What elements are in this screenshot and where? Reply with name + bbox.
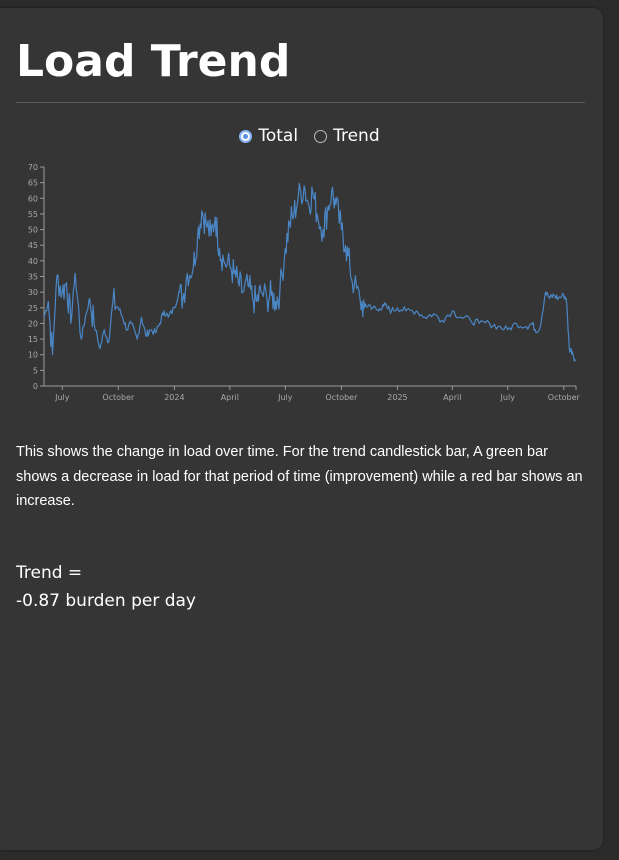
y-tick-label: 70 [28, 163, 38, 172]
radio-checked-icon[interactable] [239, 129, 253, 143]
y-tick-label: 35 [28, 273, 38, 282]
y-tick-label: 15 [28, 335, 38, 344]
x-tick-label: July [54, 393, 70, 402]
x-tick-label: April [443, 393, 461, 402]
view-toggle: Total Trend [0, 124, 603, 148]
page-title: Load Trend [16, 36, 291, 87]
y-tick-label: 25 [28, 304, 38, 313]
load-trend-panel: Load Trend Total Trend 0 5 10 15 20 25 30 35 40 4… [0, 8, 603, 850]
trend-label: Trend = [16, 563, 83, 583]
x-tick-label: April [221, 393, 239, 402]
y-tick-label: 0 [33, 382, 38, 391]
radio-total-label: Total [258, 126, 299, 146]
radio-trend-label: Trend [333, 126, 380, 146]
y-tick-label: 5 [33, 366, 38, 375]
load-chart: 0 5 10 15 20 25 30 35 40 45 50 55 60 65 70 July October 2… [24, 160, 584, 410]
y-tick-label: 65 [28, 179, 38, 188]
y-tick-label: 10 [28, 351, 38, 360]
x-tick-label: October [102, 393, 135, 402]
radio-trend[interactable]: Trend [314, 126, 380, 146]
x-tick-label: October [325, 393, 358, 402]
y-tick-label: 30 [28, 288, 38, 297]
y-tick-label: 60 [28, 194, 38, 203]
x-tick-label: 2024 [164, 393, 184, 402]
radio-total[interactable]: Total [239, 126, 298, 146]
title-divider [16, 102, 585, 103]
x-tick-label: October [548, 393, 581, 402]
radio-unchecked-icon[interactable] [314, 129, 328, 143]
y-tick-label: 55 [28, 210, 38, 219]
x-tick-label: July [277, 393, 293, 402]
x-tick-label: July [500, 393, 516, 402]
trend-value: -0.87 burden per day [16, 591, 196, 611]
x-tick-label: 2025 [387, 393, 407, 402]
chart-description: This shows the change in load over time.… [16, 444, 583, 509]
y-tick-label: 45 [28, 241, 38, 250]
y-tick-label: 40 [28, 257, 38, 266]
load-series-line [43, 182, 576, 362]
y-tick-label: 20 [28, 319, 38, 328]
y-tick-label: 50 [28, 226, 38, 235]
